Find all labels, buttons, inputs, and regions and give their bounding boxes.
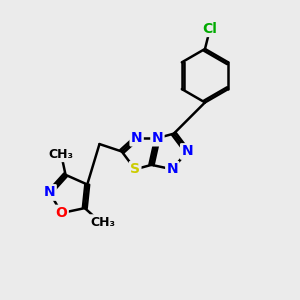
Text: N: N [167, 162, 178, 176]
Text: N: N [44, 185, 56, 200]
Text: S: S [130, 162, 140, 176]
Text: O: O [56, 206, 68, 220]
Text: CH₃: CH₃ [90, 215, 116, 229]
Text: Cl: Cl [202, 22, 217, 36]
Text: N: N [181, 145, 193, 158]
Text: N: N [131, 131, 142, 145]
Text: N: N [152, 131, 163, 145]
Text: CH₃: CH₃ [48, 148, 73, 161]
